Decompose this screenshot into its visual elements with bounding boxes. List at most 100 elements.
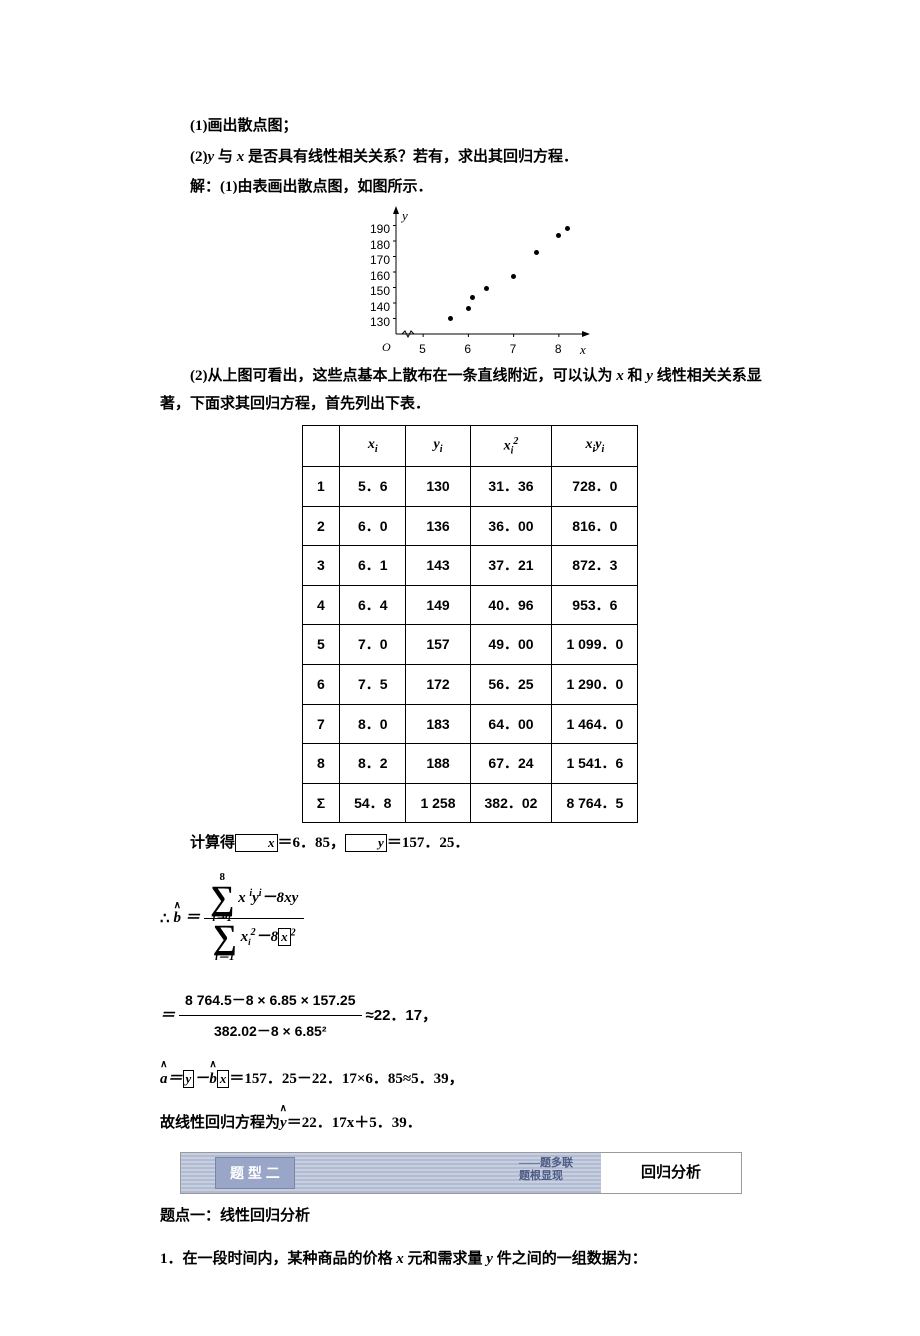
x-tick-label: 5	[419, 338, 426, 361]
table-cell: 157	[406, 625, 470, 665]
table-cell: 40．96	[470, 585, 552, 625]
table-header-cell: yi	[406, 425, 470, 466]
table-row: 78．018364．001 464．0	[302, 704, 638, 744]
sub-heading: 题点一：线性回归分析	[160, 1202, 780, 1231]
ahat-eq1: ＝	[168, 1071, 183, 1087]
y-tick-label: 130	[360, 311, 390, 334]
q2-end: 是否具有线性相关关系？若有，求出其回归方程．	[244, 149, 578, 165]
therefore-symbol: ∴	[160, 911, 170, 926]
banner-left: 题 型 二 ——题多联 题根显现	[181, 1153, 601, 1193]
section-banner: 题 型 二 ——题多联 题根显现 回归分析	[180, 1152, 742, 1194]
question-2: (2)y 与 x 是否具有线性相关关系？若有，求出其回归方程．	[160, 143, 780, 172]
scatter-point	[448, 316, 453, 321]
means-line: 计算得x＝6．85，y＝157．25．	[160, 829, 780, 858]
ahat-symbol: a	[160, 1065, 168, 1094]
x-axis-variable: x	[580, 338, 586, 363]
table-cell: 172	[406, 664, 470, 704]
table-cell: 136	[406, 506, 470, 546]
table-cell: 7．0	[340, 625, 406, 665]
scatter-point	[484, 286, 489, 291]
bhat-num-body: x iyi－8xy	[238, 890, 298, 906]
scatter-point	[511, 274, 516, 279]
table-row: 57．015749．001 099．0	[302, 625, 638, 665]
table-cell: 188	[406, 744, 470, 784]
bhat-2: b	[209, 1065, 217, 1094]
table-cell: 2	[302, 506, 339, 546]
question-1: (1)画出散点图；	[160, 112, 780, 141]
table-header-cell	[302, 425, 339, 466]
table-row: 36．114337．21872．3	[302, 546, 638, 586]
conclusion-line: 故线性回归方程为y＝22．17x＋5．39．	[160, 1109, 780, 1138]
bhat-approx: ≈22．17，	[366, 1002, 438, 1031]
table-cell: 49．00	[470, 625, 552, 665]
bhat-fraction: 8 ∑ i＝1 x iyi－8xy 8 ∑ i＝1 xi2－8x2	[204, 880, 304, 957]
table-cell: Σ	[302, 783, 339, 823]
table-row: 67．517256．251 290．0	[302, 664, 638, 704]
table-cell: 1 258	[406, 783, 470, 823]
sigma-den-top: 8	[222, 911, 228, 922]
table-cell: 5	[302, 625, 339, 665]
table-cell: 816．0	[552, 506, 638, 546]
ybar-2: y	[183, 1070, 195, 1088]
bhat-denominator: 8 ∑ i＝1 xi2－8x2	[204, 919, 304, 957]
conc-pre: 故线性回归方程为	[160, 1115, 280, 1131]
table-row: 46．414940．96953．6	[302, 585, 638, 625]
table-cell: 1 099．0	[552, 625, 638, 665]
table-cell: 64．00	[470, 704, 552, 744]
yhat: y	[280, 1109, 287, 1138]
scatter-plot-container: 1901801701601501401305678Oyx	[160, 206, 780, 356]
bhat-numerator: 8 ∑ i＝1 x iyi－8xy	[204, 880, 304, 918]
motto-line-2: 题根显现	[519, 1170, 573, 1183]
table-cell: 7．5	[340, 664, 406, 704]
x-tick-label: 8	[555, 338, 562, 361]
sub-q-mid: 元和需求量	[404, 1251, 487, 1267]
table-cell: 183	[406, 704, 470, 744]
table-row: 15．613031．36728．0	[302, 466, 638, 506]
table-row: Σ54．81 258382．028 764．5	[302, 783, 638, 823]
table-cell: 953．6	[552, 585, 638, 625]
table-cell: 6	[302, 664, 339, 704]
table-cell: 54．8	[340, 783, 406, 823]
bhat-formula-row: ∴ b ＝ 8 ∑ i＝1 x iyi－8xy 8 ∑	[160, 880, 780, 957]
table-cell: 67．24	[470, 744, 552, 784]
page: (1)画出散点图； (2)y 与 x 是否具有线性相关关系？若有，求出其回归方程…	[0, 0, 920, 1336]
table-cell: 8	[302, 744, 339, 784]
table-cell: 382．02	[470, 783, 552, 823]
a2-mid: 和	[624, 368, 647, 384]
table-cell: 872．3	[552, 546, 638, 586]
a2-y: y	[646, 368, 653, 384]
y-axis-variable: y	[402, 204, 408, 229]
table-cell: 143	[406, 546, 470, 586]
bhat-symbol: b	[174, 911, 182, 926]
ybar-symbol: y	[345, 834, 387, 852]
table-cell: 1 290．0	[552, 664, 638, 704]
den-numeric: 382.02－8 × 6.85²	[179, 1016, 361, 1047]
sigma-den: 8 ∑ i＝1	[213, 921, 237, 955]
sub-q-pre: 1．在一段时间内，某种商品的价格	[160, 1251, 396, 1267]
table-header-cell: xi2	[470, 425, 552, 466]
sub-q-end: 件之间的一组数据为：	[493, 1251, 647, 1267]
table-cell: 7	[302, 704, 339, 744]
table-header-cell: xi	[340, 425, 406, 466]
ybar-eq: ＝157．25．	[387, 835, 470, 851]
sub-question: 1．在一段时间内，某种商品的价格 x 元和需求量 y 件之间的一组数据为：	[160, 1245, 780, 1274]
sigma-den-bot: i＝1	[215, 952, 235, 963]
table-cell: 6．4	[340, 585, 406, 625]
table-cell: 3	[302, 546, 339, 586]
table-cell: 6．0	[340, 506, 406, 546]
bhat-num-fraction: 8 764.5－8 × 6.85 × 157.25 382.02－8 × 6.8…	[179, 985, 361, 1047]
scatter-plot: 1901801701601501401305678Oyx	[350, 206, 590, 356]
equals-2: ＝	[160, 1002, 175, 1031]
table-cell: 8．2	[340, 744, 406, 784]
table-cell: 1	[302, 466, 339, 506]
equals-sign: ＝	[185, 911, 200, 926]
banner-tag: 题 型 二	[215, 1157, 295, 1190]
table-header-row: xiyixi2xiyi	[302, 425, 638, 466]
ahat-line: a＝y－bx＝157．25－22．17×6．85≈5．39，	[160, 1065, 780, 1094]
table-cell: 728．0	[552, 466, 638, 506]
table-cell: 37．21	[470, 546, 552, 586]
sub-q-y: y	[486, 1251, 493, 1267]
banner-right: 回归分析	[601, 1153, 741, 1193]
table-cell: 31．36	[470, 466, 552, 506]
x-tick-label: 7	[510, 338, 517, 361]
